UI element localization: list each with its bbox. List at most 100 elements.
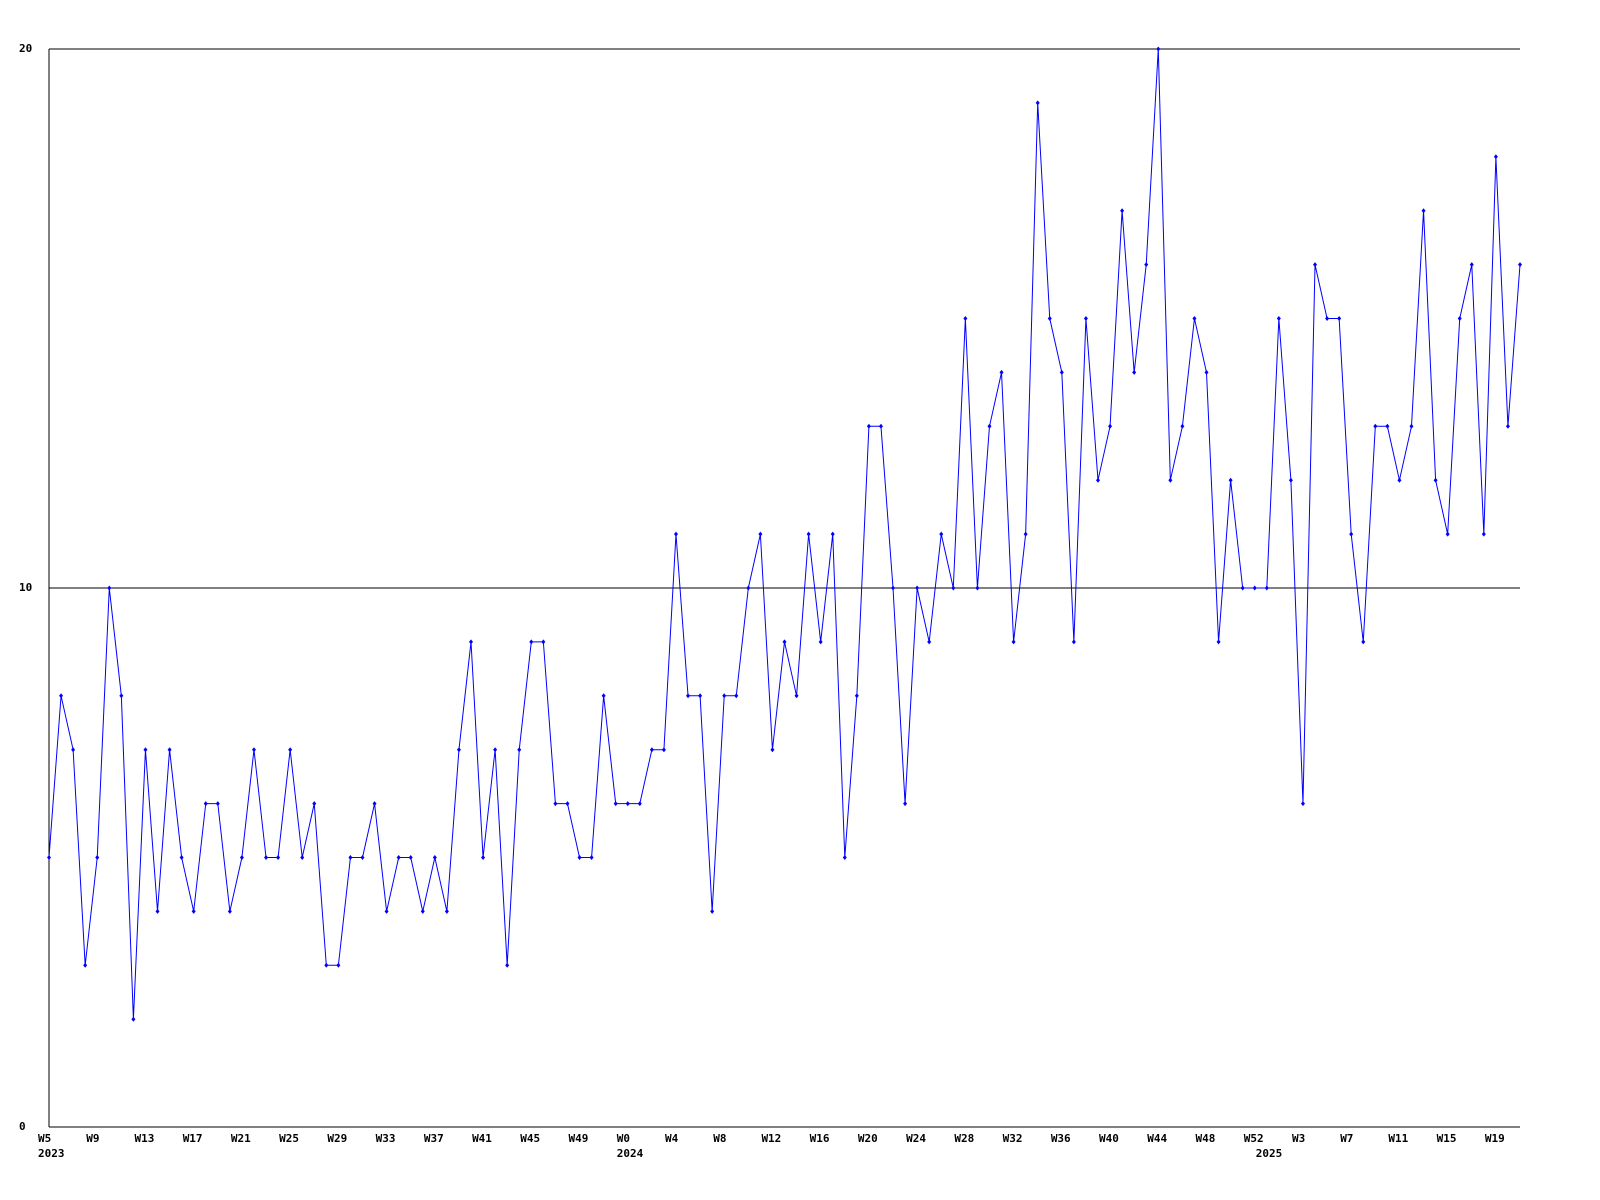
point	[927, 639, 932, 645]
point	[1144, 262, 1149, 268]
point	[167, 747, 172, 753]
point	[746, 585, 751, 591]
point	[1047, 316, 1052, 321]
point	[59, 693, 64, 699]
point	[686, 693, 691, 699]
y-tick-label: 20	[19, 42, 32, 55]
point	[408, 855, 413, 860]
point	[878, 423, 883, 429]
point	[1349, 531, 1354, 537]
point	[107, 585, 112, 591]
point	[1095, 477, 1100, 483]
point	[444, 908, 449, 914]
point	[251, 747, 256, 753]
x-tick-label: W8	[713, 1132, 726, 1145]
x-tick-label: W12	[761, 1132, 781, 1145]
point	[1059, 369, 1064, 375]
point	[529, 639, 534, 645]
line	[48, 48, 1521, 1020]
point	[1361, 639, 1366, 645]
point	[891, 585, 896, 591]
point	[710, 908, 715, 914]
point	[1204, 369, 1209, 375]
point	[191, 908, 196, 914]
point	[1518, 262, 1522, 268]
x-tick-label: W7	[1340, 1132, 1353, 1145]
x-tick-label: W48	[1196, 1132, 1216, 1145]
point	[999, 369, 1004, 375]
point	[1313, 262, 1318, 268]
point	[481, 855, 486, 860]
x-tick-label: W36	[1051, 1132, 1071, 1145]
point	[1373, 423, 1378, 429]
point	[987, 423, 992, 429]
x-tick-label: W24	[906, 1132, 926, 1145]
point	[1433, 477, 1438, 483]
point	[1288, 477, 1293, 483]
point	[734, 693, 739, 699]
x-tick-label: W40	[1099, 1132, 1119, 1145]
point	[288, 747, 293, 753]
x-tick-label: W21	[231, 1132, 251, 1145]
x-tick-label: W20	[858, 1132, 878, 1145]
point	[1228, 477, 1233, 483]
x-tick-label: W52	[1244, 1132, 1264, 1145]
point	[143, 747, 148, 753]
point	[673, 531, 678, 537]
point	[360, 855, 365, 860]
x-tick-label: W13	[134, 1132, 154, 1145]
x-tick-label: W25	[279, 1132, 299, 1145]
x-tick-label: W11	[1388, 1132, 1408, 1145]
point	[131, 1016, 136, 1022]
point	[541, 639, 546, 645]
point	[903, 801, 908, 807]
point	[830, 531, 835, 537]
point	[915, 585, 920, 591]
point	[589, 855, 594, 860]
point	[1216, 639, 1221, 645]
point	[1445, 531, 1450, 537]
y-tick-label: 10	[19, 581, 32, 594]
point	[782, 639, 787, 645]
point	[1240, 585, 1245, 591]
point	[577, 855, 582, 860]
point	[456, 747, 461, 753]
x-year-label: 2025	[1256, 1147, 1283, 1160]
point	[203, 801, 208, 807]
point	[227, 908, 232, 914]
point	[1035, 100, 1040, 106]
point	[1071, 639, 1076, 645]
point	[1300, 801, 1305, 807]
x-tick-label: W49	[569, 1132, 589, 1145]
point	[1180, 423, 1185, 429]
point	[866, 423, 871, 429]
x-tick-label: W9	[86, 1132, 99, 1145]
point	[842, 855, 847, 860]
point	[1192, 316, 1197, 321]
point	[818, 639, 823, 645]
point	[698, 693, 703, 699]
point	[1457, 316, 1462, 321]
x-tick-label: W15	[1437, 1132, 1457, 1145]
point	[179, 855, 184, 860]
x-tick-label: W5	[38, 1132, 51, 1145]
point	[625, 801, 630, 807]
point	[420, 908, 425, 914]
point	[432, 855, 437, 860]
point	[1120, 208, 1125, 214]
point	[963, 316, 968, 321]
point	[1083, 316, 1088, 321]
point	[770, 747, 775, 753]
point	[372, 801, 377, 807]
point	[806, 531, 811, 537]
x-tick-label: W19	[1485, 1132, 1505, 1145]
x-tick-label: W4	[665, 1132, 679, 1145]
point	[95, 855, 100, 860]
point	[348, 855, 353, 860]
point	[155, 908, 160, 914]
point	[1409, 423, 1414, 429]
point	[951, 585, 956, 591]
point	[1421, 208, 1426, 214]
point	[1469, 262, 1474, 268]
point	[722, 693, 727, 699]
